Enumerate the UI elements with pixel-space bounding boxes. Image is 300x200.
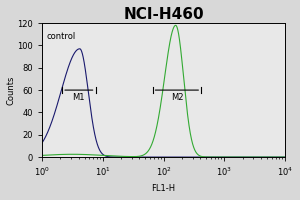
Title: NCI-H460: NCI-H460	[123, 7, 204, 22]
X-axis label: FL1-H: FL1-H	[152, 184, 176, 193]
Text: M1: M1	[73, 93, 85, 102]
Text: control: control	[47, 32, 76, 41]
Text: M2: M2	[171, 93, 183, 102]
Y-axis label: Counts: Counts	[7, 75, 16, 105]
